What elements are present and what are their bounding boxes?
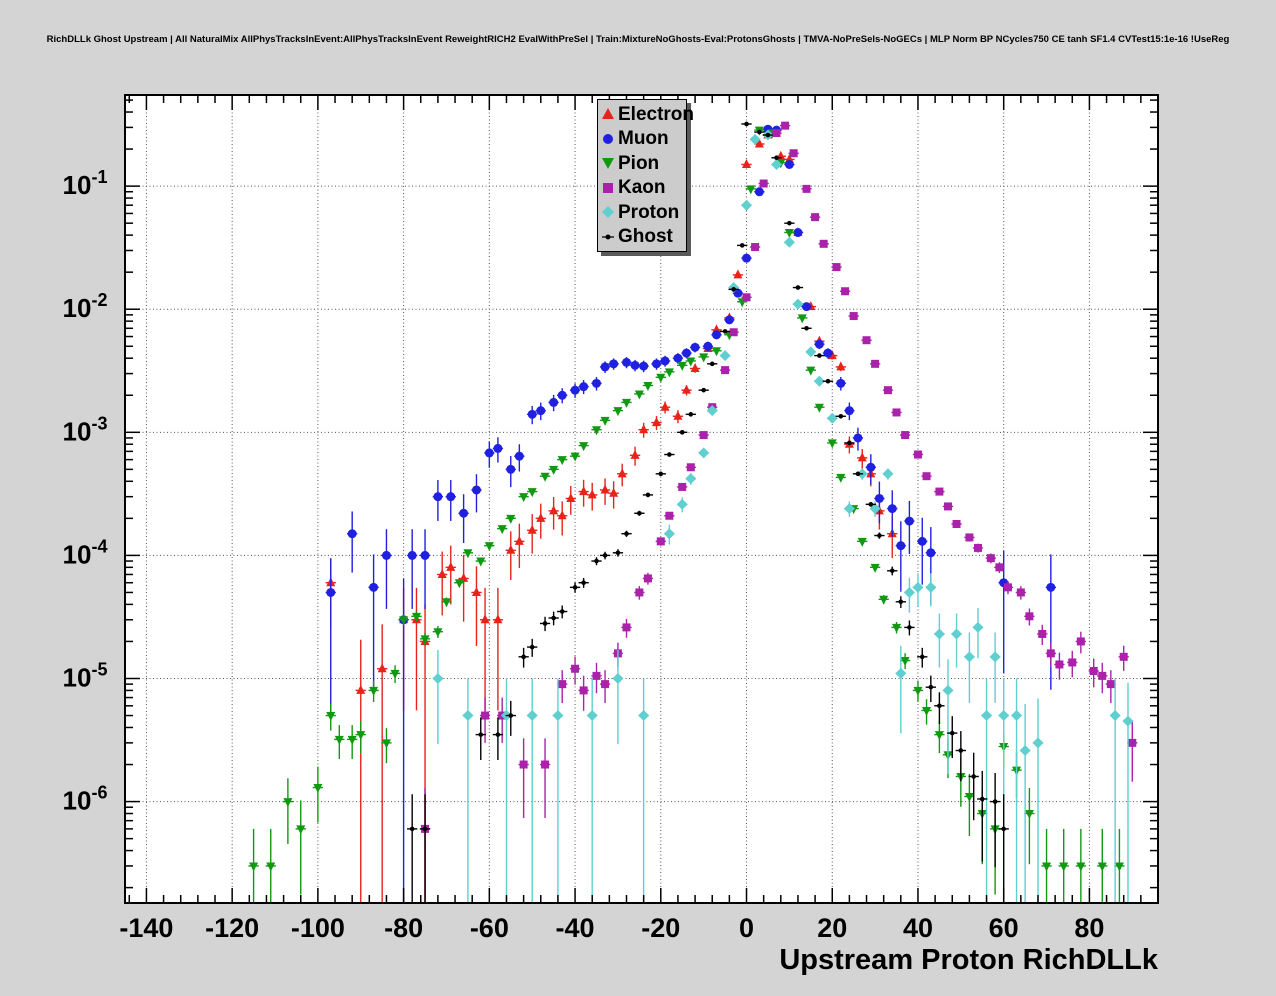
svg-text:10-4: 10-4 <box>63 536 108 569</box>
legend-marker-square-icon <box>603 182 613 193</box>
legend-marker-circle-icon <box>603 133 613 144</box>
legend-entry-kaon: Kaon <box>600 176 686 201</box>
legend-entry-ghost: Ghost <box>600 225 686 250</box>
legend-marker-triangle-down-icon <box>602 158 614 170</box>
svg-text:-120: -120 <box>205 913 259 943</box>
legend-entry-electron: Electron <box>600 102 694 127</box>
x-axis-title: Upstream Proton RichDLLk <box>779 944 1158 976</box>
svg-text:-60: -60 <box>470 913 509 943</box>
legend-label: Proton <box>618 201 680 223</box>
svg-text:40: 40 <box>903 913 933 943</box>
legend-marker-dot-icon <box>602 234 614 240</box>
legend-entry-pion: Pion <box>600 151 686 176</box>
svg-text:80: 80 <box>1074 913 1104 943</box>
legend-label: Muon <box>618 128 669 150</box>
svg-text:-20: -20 <box>641 913 680 943</box>
svg-text:-140: -140 <box>119 913 173 943</box>
svg-text:20: 20 <box>817 913 847 943</box>
svg-text:10-6: 10-6 <box>63 783 108 816</box>
legend-entry-proton: Proton <box>600 200 686 225</box>
legend-box: Electron Muon Pion Kaon Proton Ghost <box>597 99 694 252</box>
legend-label: Electron <box>618 103 695 125</box>
svg-text:-40: -40 <box>556 913 595 943</box>
svg-text:0: 0 <box>739 913 754 943</box>
legend-label: Pion <box>618 152 660 174</box>
legend-marker-diamond-icon <box>602 206 614 219</box>
svg-text:10-5: 10-5 <box>63 659 108 692</box>
legend-marker-triangle-up-icon <box>602 108 614 120</box>
svg-text:-100: -100 <box>291 913 345 943</box>
svg-text:60: 60 <box>989 913 1019 943</box>
svg-text:10-1: 10-1 <box>63 167 108 200</box>
legend-entry-muon: Muon <box>600 127 686 152</box>
svg-text:-80: -80 <box>384 913 423 943</box>
legend-label: Kaon <box>618 177 666 199</box>
legend-label: Ghost <box>618 226 673 248</box>
plot-title: RichDLLk Ghost Upstream | All NaturalMix… <box>46 34 1230 45</box>
svg-text:10-3: 10-3 <box>63 413 108 446</box>
svg-text:10-2: 10-2 <box>63 290 108 323</box>
